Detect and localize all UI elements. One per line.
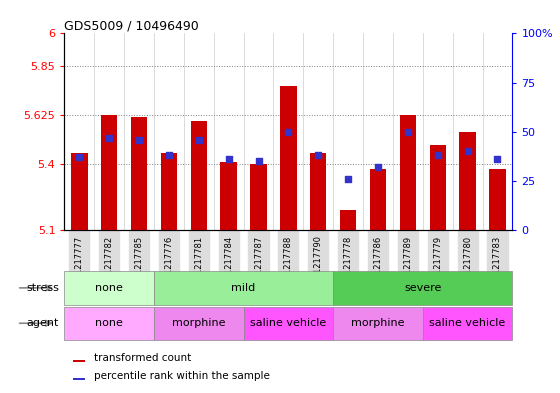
Bar <box>459 132 476 230</box>
Text: transformed count: transformed count <box>94 353 191 364</box>
Text: stress: stress <box>26 283 59 293</box>
Bar <box>154 271 333 305</box>
Bar <box>221 162 237 230</box>
Text: none: none <box>95 318 123 328</box>
Point <box>165 152 174 158</box>
Bar <box>489 169 506 230</box>
Point <box>105 134 114 141</box>
Point <box>374 164 382 170</box>
Point <box>403 129 412 135</box>
Bar <box>64 307 154 340</box>
Bar <box>154 307 244 340</box>
Point <box>493 156 502 162</box>
Bar <box>340 210 356 230</box>
Bar <box>333 271 512 305</box>
Point <box>254 158 263 164</box>
Bar <box>101 115 118 230</box>
Bar <box>73 360 85 362</box>
Bar <box>73 378 85 380</box>
Text: saline vehicle: saline vehicle <box>430 318 506 328</box>
Bar <box>161 154 177 230</box>
Bar <box>244 307 333 340</box>
Text: saline vehicle: saline vehicle <box>250 318 326 328</box>
Point <box>194 136 203 143</box>
Bar <box>333 307 423 340</box>
Point <box>463 148 472 154</box>
Bar <box>250 164 267 230</box>
Point <box>75 154 84 160</box>
Bar <box>71 154 87 230</box>
Bar <box>310 154 326 230</box>
Text: percentile rank within the sample: percentile rank within the sample <box>94 371 269 382</box>
Bar <box>131 118 147 230</box>
Bar <box>400 115 416 230</box>
Text: GDS5009 / 10496490: GDS5009 / 10496490 <box>64 19 199 32</box>
Bar <box>64 271 154 305</box>
Point <box>134 136 143 143</box>
Point <box>344 176 353 182</box>
Point <box>284 129 293 135</box>
Bar <box>430 145 446 230</box>
Text: severe: severe <box>404 283 441 293</box>
Point <box>224 156 233 162</box>
Bar <box>190 121 207 230</box>
Bar <box>370 169 386 230</box>
Text: mild: mild <box>231 283 256 293</box>
Bar <box>280 86 297 230</box>
Point <box>433 152 442 158</box>
Text: none: none <box>95 283 123 293</box>
Text: morphine: morphine <box>351 318 405 328</box>
Text: morphine: morphine <box>172 318 226 328</box>
Bar <box>423 307 512 340</box>
Point <box>314 152 323 158</box>
Text: agent: agent <box>26 318 59 328</box>
